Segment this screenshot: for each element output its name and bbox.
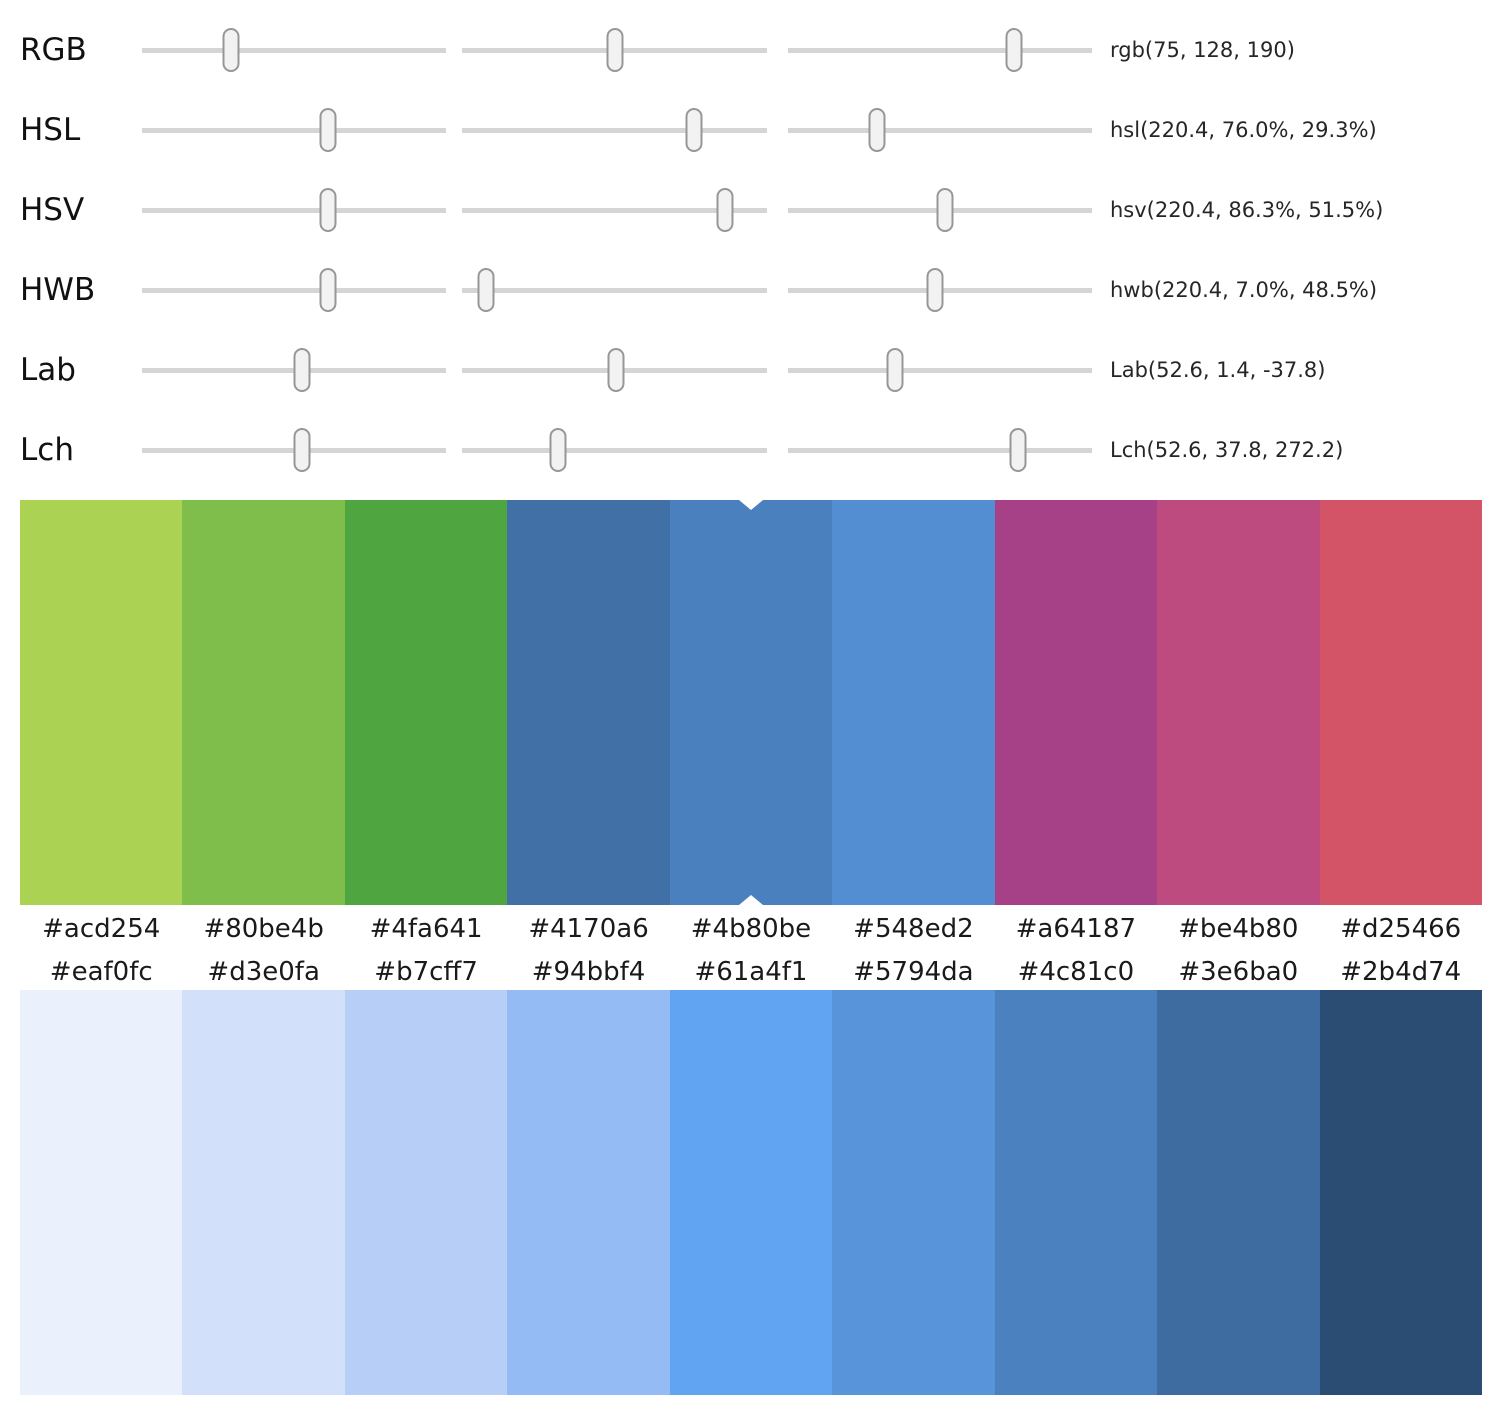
hsl-channel-2-handle[interactable] [685, 108, 703, 152]
lab-channel-1-track[interactable] [142, 348, 446, 392]
rgb-value-text: rgb(75, 128, 190) [1110, 38, 1295, 62]
hex-label: #eaf0fc [49, 956, 153, 987]
hwb-label: HWB [20, 271, 96, 308]
hwb-channel-3-handle[interactable] [926, 268, 944, 312]
rgb-channel-1-track[interactable] [142, 28, 446, 72]
scheme-swatch-5-active[interactable] [669, 500, 833, 905]
hex-label: #4c81c0 [1017, 956, 1135, 987]
hex-label: #548ed2 [853, 914, 974, 944]
hsl-channel-3-handle[interactable] [868, 108, 886, 152]
rgb-slider-row: RGB rgb(75, 128, 190) [0, 10, 1501, 90]
hwb-slider-row: HWB hwb(220.4, 7.0%, 48.5%) [0, 250, 1501, 330]
lch-channel-3-handle[interactable] [1009, 428, 1027, 472]
rgb-label: RGB [20, 31, 87, 68]
scheme-swatch-9[interactable] [1319, 500, 1482, 905]
scheme-swatch-3[interactable] [344, 500, 508, 905]
hsl-slider-row: HSL hsl(220.4, 76.0%, 29.3%) [0, 90, 1501, 170]
hsl-channel-1-track[interactable] [142, 108, 446, 152]
hex-label: #4b80be [690, 914, 812, 944]
hex-label: #61a4f1 [694, 956, 808, 987]
slider-section: RGB rgb(75, 128, 190) HSL hsl(220 [0, 0, 1501, 490]
lab-channel-3-handle[interactable] [886, 348, 904, 392]
lch-channel-1-handle[interactable] [293, 428, 311, 472]
lab-slider-row: Lab Lab(52.6, 1.4, -37.8) [0, 330, 1501, 410]
hsv-channel-1-handle[interactable] [319, 188, 337, 232]
rgb-channel-3-handle[interactable] [1005, 28, 1023, 72]
tint-swatch-8[interactable] [1157, 990, 1320, 1395]
scheme-swatch-2[interactable] [182, 500, 345, 905]
tints-palette [20, 990, 1482, 1395]
hex-label: #4fa641 [369, 914, 483, 944]
hsv-channel-3-handle[interactable] [936, 188, 954, 232]
hex-label: #acd254 [42, 914, 161, 944]
tint-swatch-4[interactable] [507, 990, 670, 1395]
hex-label: #80be4b [203, 914, 324, 944]
lch-channel-1-track[interactable] [142, 428, 446, 472]
hsv-label: HSV [20, 191, 85, 228]
hsl-value-text: hsl(220.4, 76.0%, 29.3%) [1110, 118, 1377, 142]
lch-value-text: Lch(52.6, 37.8, 272.2) [1110, 438, 1344, 462]
tints-hex-labels: #eaf0fc #d3e0fa #b7cff7 #94bbf4 #61a4f1 … [20, 953, 1482, 990]
hex-label: #5794da [853, 956, 974, 987]
scheme-swatch-7[interactable] [994, 500, 1158, 905]
scheme-swatch-8[interactable] [1157, 500, 1320, 905]
lch-channel-2-track[interactable] [462, 428, 767, 472]
lab-channel-3-track[interactable] [788, 348, 1092, 392]
lch-slider-row: Lch Lch(52.6, 37.8, 272.2) [0, 410, 1501, 490]
scheme-swatch-6[interactable] [832, 500, 995, 905]
scheme-swatch-1[interactable] [20, 500, 183, 905]
hsl-channel-3-track[interactable] [788, 108, 1092, 152]
hsl-channel-2-track[interactable] [462, 108, 767, 152]
lab-channel-1-handle[interactable] [293, 348, 311, 392]
scheme-palette [20, 500, 1482, 905]
hex-label: #d25466 [1340, 914, 1462, 944]
lch-label: Lch [20, 431, 74, 468]
hsv-slider-row: HSV hsv(220.4, 86.3%, 51.5%) [0, 170, 1501, 250]
hsv-channel-2-handle[interactable] [716, 188, 734, 232]
hwb-channel-1-handle[interactable] [319, 268, 337, 312]
hex-label: #94bbf4 [531, 956, 646, 987]
hsv-value-text: hsv(220.4, 86.3%, 51.5%) [1110, 198, 1384, 222]
hwb-value-text: hwb(220.4, 7.0%, 48.5%) [1110, 278, 1378, 302]
rgb-channel-3-track[interactable] [788, 28, 1092, 72]
lab-channel-2-track[interactable] [462, 348, 767, 392]
tint-swatch-9[interactable] [1319, 990, 1482, 1395]
hwb-channel-3-track[interactable] [788, 268, 1092, 312]
hex-label: #d3e0fa [207, 956, 320, 987]
lch-channel-3-track[interactable] [788, 428, 1092, 472]
hex-label: #be4b80 [1178, 914, 1299, 944]
hwb-channel-2-handle[interactable] [477, 268, 495, 312]
scheme-swatch-4[interactable] [507, 500, 670, 905]
lab-channel-2-handle[interactable] [607, 348, 625, 392]
scheme-hex-labels: #acd254 #80be4b #4fa641 #4170a6 #4b80be … [20, 905, 1482, 953]
tint-swatch-2[interactable] [182, 990, 345, 1395]
hex-label: #4170a6 [528, 914, 649, 944]
hex-label: #b7cff7 [374, 956, 478, 987]
tint-swatch-7[interactable] [994, 990, 1158, 1395]
hsv-channel-2-track[interactable] [462, 188, 767, 232]
rgb-channel-2-track[interactable] [462, 28, 767, 72]
hsl-label: HSL [20, 111, 81, 148]
hsl-channel-1-handle[interactable] [319, 108, 337, 152]
tint-swatch-6[interactable] [832, 990, 995, 1395]
hex-label: #3e6ba0 [1178, 956, 1299, 987]
hsv-channel-3-track[interactable] [788, 188, 1092, 232]
lch-channel-2-handle[interactable] [549, 428, 567, 472]
hex-label: #a64187 [1015, 914, 1137, 944]
rgb-channel-2-handle[interactable] [606, 28, 624, 72]
hsv-channel-1-track[interactable] [142, 188, 446, 232]
lab-value-text: Lab(52.6, 1.4, -37.8) [1110, 358, 1326, 382]
tint-swatch-3[interactable] [344, 990, 508, 1395]
hwb-channel-1-track[interactable] [142, 268, 446, 312]
tint-swatch-5[interactable] [669, 990, 833, 1395]
hwb-channel-2-track[interactable] [462, 268, 767, 312]
lab-label: Lab [20, 351, 76, 388]
tint-swatch-1[interactable] [20, 990, 183, 1395]
rgb-channel-1-handle[interactable] [222, 28, 240, 72]
hex-label: #2b4d74 [1340, 956, 1462, 987]
